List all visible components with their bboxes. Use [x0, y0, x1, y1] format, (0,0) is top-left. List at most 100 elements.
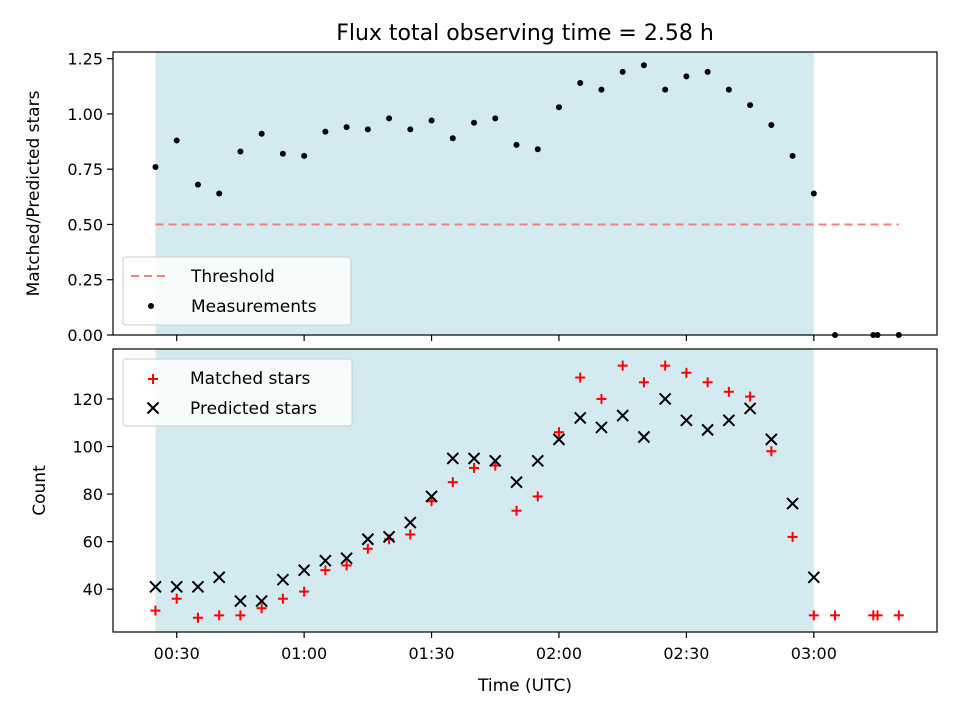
predicted-star-point: [637, 430, 651, 444]
predicted-star-point: [680, 414, 693, 427]
bottom-x-tick-label: 02:30: [663, 644, 709, 663]
bottom-x-tick-label: 01:30: [409, 644, 455, 663]
measurement-point: [555, 104, 562, 111]
predicted-star-point: [446, 452, 460, 465]
predicted-star-point: [191, 580, 205, 594]
predicted-star-point: [276, 573, 290, 586]
matched-star-point: [320, 565, 331, 576]
bottom-x-tick-label: 03:00: [791, 644, 837, 663]
matched-star-point: [256, 603, 267, 614]
bottom-y-tick-label: 60: [83, 533, 103, 552]
predicted-star-point: [658, 392, 672, 406]
predicted-star-point: [807, 571, 821, 584]
matched-star-point: [766, 446, 777, 457]
matched-star-point: [150, 605, 161, 616]
matched-star-point: [532, 491, 543, 502]
matched-star-point: [745, 391, 756, 402]
measurement-point: [662, 86, 669, 93]
matched-star-point: [787, 531, 798, 542]
predicted-star-point: [212, 571, 226, 584]
legend-x-marker: [146, 401, 160, 415]
top-panel: 0.00 0.25 0.50 0.75 1.00 1.25 Flux total obse…: [24, 21, 938, 345]
matched-star-point: [702, 377, 713, 388]
measurement-point: [725, 86, 732, 93]
top-y-ticks: 0.00 0.25 0.50 0.75 1.00 1.25: [67, 50, 113, 345]
matched-star-point: [469, 462, 480, 473]
bottom-y-tick-label: 100: [72, 438, 103, 457]
legend-measurements-swatch: [148, 303, 154, 309]
measurement-point: [279, 150, 286, 157]
bottom-axes-frame: [112, 348, 938, 633]
matched-star-point: [575, 372, 586, 383]
matched-star-point: [405, 529, 416, 540]
matched-stars-points: [150, 360, 904, 623]
matched-star-point: [235, 610, 246, 621]
measurement-point: [343, 124, 350, 131]
matched-star-point: [214, 610, 225, 621]
measurement-point: [577, 79, 584, 86]
matched-star-point: [277, 593, 288, 604]
predicted-star-point: [404, 516, 417, 529]
legend-predicted-label: Predicted stars: [190, 399, 317, 419]
bottom-panel: 40 60 80 100 120 00:30 01:00 01:30 02:00 02:30 03…: [30, 348, 938, 696]
predicted-star-point: [255, 594, 268, 608]
measurement-point: [747, 102, 754, 109]
measurement-point: [386, 115, 393, 122]
measurement-point: [407, 126, 414, 133]
matched-star-point: [192, 612, 203, 623]
top-y-axis-label: Matched/Predicted stars: [24, 90, 44, 296]
measurement-point: [768, 121, 775, 128]
measurement-point: [704, 68, 711, 75]
bottom-y-axis-label: Count: [30, 465, 50, 516]
measurement-point: [598, 86, 605, 93]
measurement-point: [471, 119, 478, 126]
measurement-point: [152, 163, 159, 170]
top-axes-frame: [112, 51, 938, 336]
measurement-point: [194, 181, 201, 188]
top-y-tick-label: 0.75: [67, 160, 103, 179]
measurement-point: [810, 190, 817, 197]
legend-threshold-label: Threshold: [190, 267, 275, 287]
measurement-point: [258, 130, 265, 137]
legend-matched-label: Matched stars: [190, 369, 310, 389]
predicted-star-point: [234, 594, 247, 608]
top-y-tick-label: 0.00: [67, 326, 103, 345]
legend-plus-marker: [148, 374, 158, 384]
matched-star-point: [447, 477, 458, 488]
matched-star-point: [660, 360, 671, 371]
measurement-point: [619, 68, 626, 75]
bottom-y-ticks: 40 60 80 100 120: [72, 390, 113, 599]
chart-title: Flux total observing time = 2.58 h: [336, 21, 714, 46]
predicted-stars-points: [149, 392, 821, 608]
measurement-points: [152, 62, 902, 338]
measurement-point: [449, 135, 456, 142]
bottom-y-tick-label: 40: [83, 580, 103, 599]
matched-star-point: [362, 543, 373, 554]
legend-matched-swatch: [148, 374, 158, 384]
matched-star-point: [893, 610, 904, 621]
measurement-point: [364, 126, 371, 133]
top-y-tick-label: 1.25: [67, 50, 103, 69]
measurement-point: [237, 148, 244, 155]
legend-measurements-label: Measurements: [191, 297, 317, 317]
top-legend-box: [122, 256, 352, 326]
matched-star-point: [426, 496, 437, 507]
bottom-y-tick-label: 120: [72, 390, 103, 409]
predicted-star-point: [743, 402, 757, 415]
predicted-star-point: [170, 580, 183, 594]
matched-star-point: [872, 610, 883, 621]
measurement-point: [534, 146, 541, 153]
predicted-star-point: [382, 530, 396, 544]
measurement-point: [492, 115, 499, 122]
matched-star-point: [808, 610, 819, 621]
measurement-point: [173, 137, 180, 144]
top-legend: Threshold Measurements: [122, 256, 352, 326]
predicted-star-point: [149, 580, 162, 594]
predicted-star-point: [552, 433, 566, 446]
predicted-star-point: [786, 497, 799, 510]
predicted-star-point: [361, 533, 375, 546]
x-axis-label: Time (UTC): [477, 676, 572, 696]
measurement-point: [428, 117, 435, 124]
predicted-star-point: [616, 409, 629, 422]
measurement-point: [640, 62, 647, 69]
